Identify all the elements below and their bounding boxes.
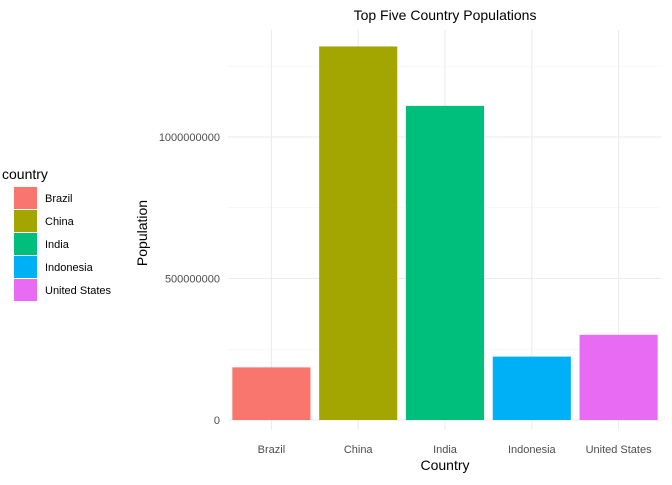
legend-label: China bbox=[45, 216, 75, 228]
legend-items: Brazil China India Indonesia United States bbox=[14, 187, 112, 301]
x-tick-label: Indonesia bbox=[508, 444, 557, 456]
x-tick-label: China bbox=[344, 444, 374, 456]
bars bbox=[232, 46, 658, 421]
y-tick-label: 1000000000 bbox=[159, 132, 220, 144]
bar-indonesia bbox=[492, 356, 571, 420]
legend: country Brazil China India Indonesia United … bbox=[2, 166, 112, 301]
bar-united-states bbox=[579, 334, 658, 420]
bar-india bbox=[405, 105, 485, 421]
legend-label: India bbox=[45, 239, 70, 251]
bar-china bbox=[319, 46, 398, 420]
legend-swatch bbox=[14, 187, 37, 209]
x-axis-ticks: Brazil China India Indonesia United States bbox=[258, 444, 652, 456]
x-tick-label: India bbox=[433, 444, 458, 456]
legend-label: Brazil bbox=[45, 193, 73, 205]
bar-brazil bbox=[232, 367, 311, 420]
x-axis-title: Country bbox=[420, 457, 469, 473]
legend-label: Indonesia bbox=[45, 262, 94, 274]
legend-swatch bbox=[14, 256, 37, 278]
y-axis-title: Population bbox=[134, 200, 150, 266]
y-axis-ticks: 0 500000000 1000000000 bbox=[159, 132, 220, 427]
x-tick-label: Brazil bbox=[258, 444, 286, 456]
legend-label: United States bbox=[45, 285, 112, 297]
legend-swatch bbox=[14, 210, 37, 232]
y-tick-label: 500000000 bbox=[165, 274, 220, 286]
y-tick-label: 0 bbox=[214, 415, 220, 427]
legend-swatch bbox=[14, 279, 37, 301]
legend-title: country bbox=[2, 166, 48, 182]
legend-swatch bbox=[14, 233, 37, 255]
x-tick-label: United States bbox=[586, 444, 653, 456]
chart-title: Top Five Country Populations bbox=[354, 7, 537, 23]
